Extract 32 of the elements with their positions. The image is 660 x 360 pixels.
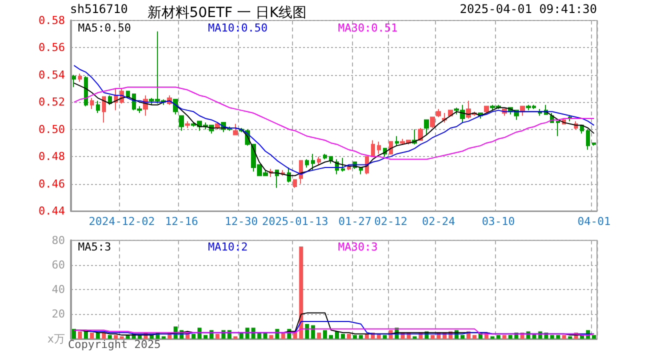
y-tick-label: 20 — [52, 308, 65, 321]
x-tick-label: 2024-12-02 — [88, 215, 155, 228]
y-tick-label: 0.58 — [38, 14, 65, 27]
text: MA30:3 — [338, 240, 378, 254]
y-tick-label: 0.56 — [38, 41, 65, 54]
text: 2025-04-01 09:41:30 — [460, 2, 598, 16]
y-tick-label: 40 — [52, 283, 65, 296]
text: sh516710 — [70, 2, 128, 16]
y-tick-label: x万 — [47, 332, 65, 346]
y-tick-label: 0.52 — [38, 96, 65, 109]
x-tick-label: 02-24 — [422, 215, 456, 228]
y-tick-label: 0.50 — [38, 122, 65, 136]
y-tick-label: 0.54 — [38, 68, 66, 82]
x-tick-label: 03-10 — [482, 215, 515, 228]
chart-title: 新材料50ETF 一 日K线图 — [147, 5, 307, 21]
x-tick-label: 04-01 — [577, 215, 611, 228]
x-tick-label: 12-16 — [165, 215, 198, 228]
text: MA10:0.50 — [208, 22, 268, 34]
text: MA5:3 — [78, 240, 112, 254]
y-tick-label: 0.46 — [38, 177, 65, 190]
text: MA30:0.51 — [338, 22, 398, 34]
text: MA5:0.50 — [78, 22, 131, 34]
y-tick-label: 60 — [52, 258, 65, 272]
y-tick-label: 80 — [52, 234, 65, 247]
y-tick-label: 0.44 — [38, 204, 66, 218]
x-tick-label: 2025-01-13 — [262, 215, 328, 228]
text: MA10:2 — [208, 240, 248, 254]
annotation: Copyright 2025 — [68, 338, 161, 351]
x-tick-label: 01-27 — [338, 215, 372, 228]
x-tick-label: 02-12 — [374, 215, 408, 228]
x-tick-label: 12-30 — [224, 215, 258, 228]
y-tick-label: 0.48 — [38, 150, 65, 164]
